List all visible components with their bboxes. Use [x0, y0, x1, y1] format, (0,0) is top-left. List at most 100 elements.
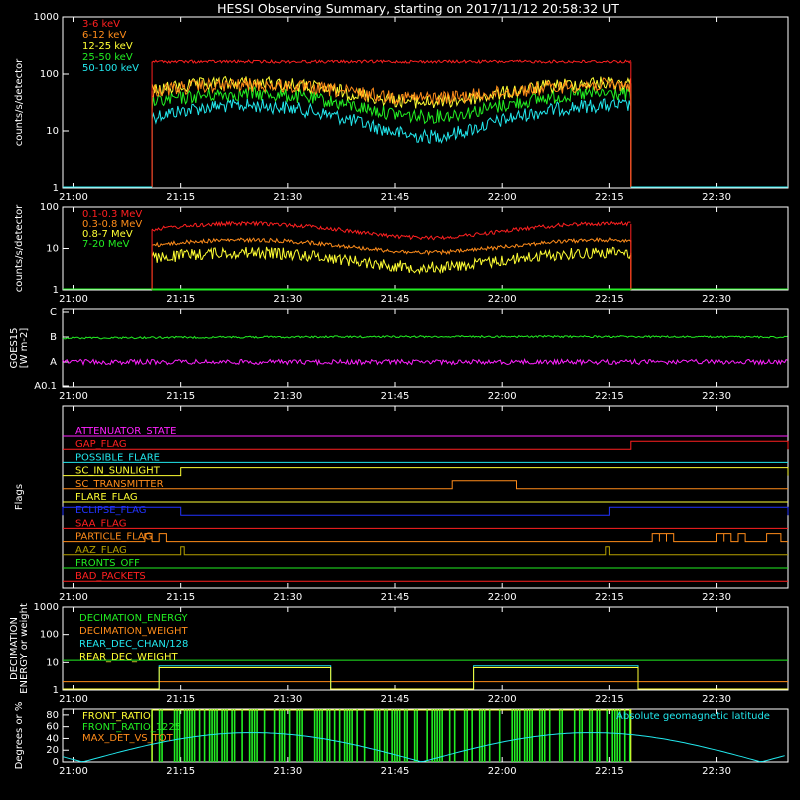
y-tick-label: 1: [53, 685, 59, 696]
x-tick-label: 21:30: [273, 766, 302, 777]
x-tick-label: 21:15: [166, 391, 195, 402]
series-0-8-7-mev: [151, 246, 631, 275]
x-tick-label: 21:30: [273, 192, 302, 203]
y-tick-label: 10: [46, 244, 59, 255]
series-25-50-kev: [151, 85, 631, 125]
high-energy-panel: 21:00 21:15 21:30 21:45 22:00 22:15 22:30 1 10 10…: [14, 202, 789, 305]
series-50-100-kev: [151, 97, 631, 144]
legend-entry: FRONT_RATIO_1225: [82, 722, 181, 733]
y-axis-label: Flags: [14, 484, 25, 510]
x-tick-label: 21:00: [59, 192, 88, 203]
flag-label: AAZ_FLAG: [75, 545, 127, 556]
x-tick-label: 21:15: [166, 192, 195, 203]
y-tick-label: 40: [46, 733, 59, 744]
x-tick-label: 21:45: [381, 391, 410, 402]
legend-entry: 0.1-0.3 MeV: [82, 209, 142, 220]
legend-entry: 50-100 keV: [82, 63, 139, 74]
y-tick-label: C: [50, 307, 57, 318]
series-geomagnetic-latitude: [62, 732, 785, 763]
legend-entry: 12-25 keV: [82, 41, 133, 52]
legend-entry: REAR_DEC_CHAN/128: [79, 639, 188, 650]
series-6-12-kev: [151, 77, 631, 105]
flag-line: [63, 467, 789, 477]
y-tick-label: 1: [53, 183, 59, 194]
series-0-1-0-3-mev: [151, 220, 631, 241]
flag-line: [63, 533, 788, 543]
flag-label: POSSIBLE_FLARE: [75, 452, 160, 463]
ratios-panel: 21:00 21:15 21:30 21:45 22:00 22:15 22:30 02040…: [14, 702, 789, 777]
x-tick-label: 21:30: [273, 294, 302, 305]
flag-line: [62, 506, 789, 516]
flag-label: PARTICLE_FLAG: [75, 532, 152, 543]
legend-entry: 3-6 keV: [82, 19, 120, 30]
x-tick-label: 22:30: [702, 294, 731, 305]
flags-frame: [62, 405, 789, 589]
x-tick-label: 21:00: [59, 391, 88, 402]
legend-entry: DECIMATION_ENERGY: [79, 613, 188, 624]
x-tick-label: 21:00: [59, 592, 88, 603]
flag-label: FRONTS_OFF: [75, 558, 140, 569]
x-tick-label: 21:45: [381, 694, 410, 705]
x-tick-label: 22:30: [702, 192, 731, 203]
x-tick-label: 21:15: [166, 294, 195, 305]
goes-frame: [62, 308, 789, 388]
x-tick-label: 22:30: [702, 766, 731, 777]
legend-entry: 25-50 keV: [82, 52, 133, 63]
x-tick-label: 22:15: [595, 192, 624, 203]
x-tick-label: 22:15: [595, 592, 624, 603]
x-tick-label: 21:30: [273, 694, 302, 705]
flag-label: SC_TRANSMITTER: [75, 479, 164, 490]
low-energy-panel: 21:00 21:15 21:30 21:45 22:00 22:15 22:30 1 10 10…: [14, 12, 789, 203]
legend-entry: 6-12 keV: [82, 30, 126, 41]
x-tick-label: 22:30: [702, 694, 731, 705]
legend-entry: REAR_DEC_WEIGHT: [79, 652, 178, 663]
y-tick-label: 10: [46, 126, 59, 137]
flags-panel: 21:00 21:15 21:30 21:45 22:00 22:15 22:30 Flags…: [14, 405, 789, 603]
chart-title: HESSI Observing Summary, starting on 201…: [217, 1, 619, 16]
x-tick-label: 22:30: [702, 391, 731, 402]
x-tick-label: 21:15: [166, 694, 195, 705]
flag-line: [63, 480, 788, 490]
x-tick-label: 21:30: [273, 391, 302, 402]
y-axis-label: counts/s/detector: [14, 58, 25, 146]
x-tick-label: 21:00: [59, 294, 88, 305]
flag-label: SC_IN_SUNLIGHT: [75, 466, 161, 477]
y-tick-label: B: [50, 332, 57, 343]
x-tick-label: 21:15: [166, 766, 195, 777]
x-tick-label: 22:15: [595, 694, 624, 705]
y-axis-label: [W m-2]: [19, 328, 30, 369]
x-tick-label: 21:45: [381, 766, 410, 777]
x-tick-label: 21:45: [381, 294, 410, 305]
y-tick-label: 60: [46, 722, 59, 733]
x-tick-label: 22:00: [488, 294, 517, 305]
flag-label: GAP_FLAG: [75, 439, 127, 450]
y-tick-label: 20: [46, 745, 59, 756]
x-tick-label: 21:00: [59, 694, 88, 705]
low-energy-frame: [62, 16, 789, 189]
series-goes-long: [62, 334, 788, 340]
y-tick-label: 1000: [34, 602, 59, 613]
y-axis-label: GOES15: [9, 327, 20, 368]
flag-line: [63, 546, 788, 556]
x-tick-label: 22:00: [488, 192, 517, 203]
legend-entry: DECIMATION_WEIGHT: [79, 626, 188, 637]
ratios-frame: [62, 708, 789, 763]
y-tick-label: 100: [40, 630, 59, 641]
y-tick-label: 80: [46, 710, 59, 721]
x-tick-label: 22:00: [488, 391, 517, 402]
x-tick-label: 22:30: [702, 592, 731, 603]
flag-label: FLARE_FLAG: [75, 492, 138, 503]
y-tick-label: 1000: [34, 12, 59, 23]
y-tick-label: 100: [40, 69, 59, 80]
panels-group: 21:00 21:15 21:30 21:45 22:00 22:15 22:3011010…: [9, 12, 789, 777]
y-axis-label: Degrees or %: [14, 702, 25, 770]
series-goes-short: [62, 358, 788, 367]
flag-label: BAD_PACKETS: [75, 571, 146, 582]
x-tick-label: 21:30: [273, 592, 302, 603]
y-axis-label: ENERGY or weight: [19, 603, 30, 694]
flag-label: SAA_FLAG: [75, 518, 126, 529]
flag-label: ECLIPSE_FLAG: [75, 505, 146, 516]
y-tick-label: 100: [40, 202, 59, 213]
y-axis-label: counts/s/detector: [14, 204, 25, 292]
